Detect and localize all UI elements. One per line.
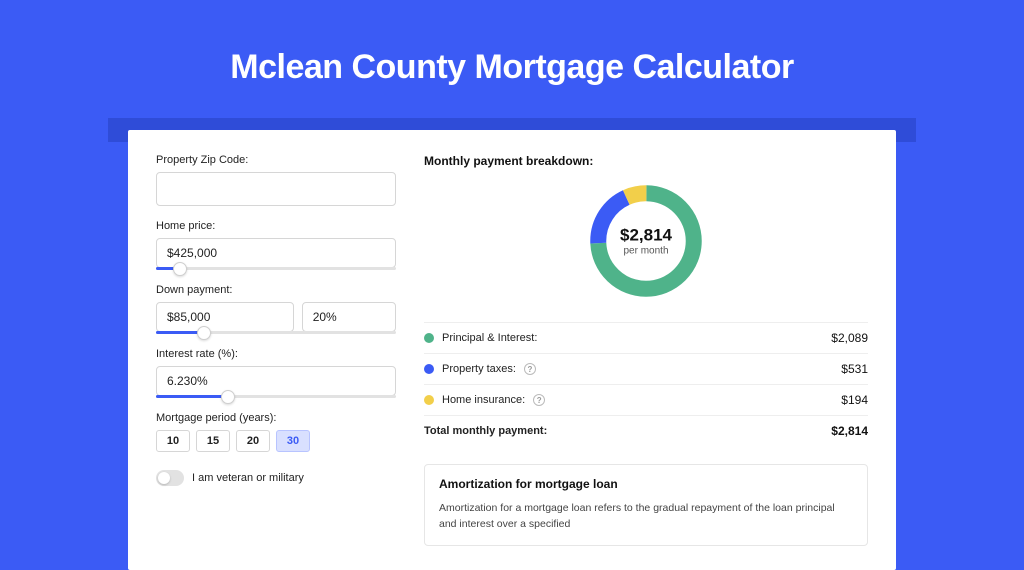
period-chip-20[interactable]: 20 xyxy=(236,430,270,452)
down-payment-label: Down payment: xyxy=(156,284,396,296)
page-title: Mclean County Mortgage Calculator xyxy=(0,0,1024,115)
breakdown-column: Monthly payment breakdown: $2,814 per mo… xyxy=(424,154,868,546)
inputs-column: Property Zip Code: Home price: Down paym… xyxy=(156,154,396,546)
home-price-slider[interactable] xyxy=(156,267,396,270)
legend-dot xyxy=(424,364,434,374)
breakdown-lines: Principal & Interest: $2,089 Property taxe… xyxy=(424,322,868,415)
period-chip-15[interactable]: 15 xyxy=(196,430,230,452)
breakdown-line: Home insurance:? $194 xyxy=(424,384,868,415)
home-price-slider-thumb[interactable] xyxy=(173,262,187,276)
veteran-label: I am veteran or military xyxy=(192,472,304,484)
total-line: Total monthly payment: $2,814 xyxy=(424,415,868,446)
home-price-label: Home price: xyxy=(156,220,396,232)
breakdown-line-left: Principal & Interest: xyxy=(424,332,537,344)
legend-dot xyxy=(424,333,434,343)
down-payment-slider-thumb[interactable] xyxy=(197,326,211,340)
breakdown-line-left: Property taxes:? xyxy=(424,363,536,375)
breakdown-line-label: Home insurance: xyxy=(442,394,525,406)
zip-input[interactable] xyxy=(156,172,396,206)
breakdown-line: Property taxes:? $531 xyxy=(424,353,868,384)
period-chip-10[interactable]: 10 xyxy=(156,430,190,452)
donut-center: $2,814 per month xyxy=(620,226,672,257)
amortization-title: Amortization for mortgage loan xyxy=(439,477,853,491)
zip-label: Property Zip Code: xyxy=(156,154,396,166)
home-price-input[interactable] xyxy=(156,238,396,268)
period-label: Mortgage period (years): xyxy=(156,412,396,424)
donut-value: $2,814 xyxy=(620,226,672,246)
calculator-card: Property Zip Code: Home price: Down paym… xyxy=(128,130,896,570)
breakdown-line-value: $531 xyxy=(841,362,868,376)
total-label: Total monthly payment: xyxy=(424,425,547,437)
veteran-row: I am veteran or military xyxy=(156,470,396,486)
zip-field: Property Zip Code: xyxy=(156,154,396,206)
breakdown-line-value: $194 xyxy=(841,393,868,407)
down-payment-slider[interactable] xyxy=(156,331,396,334)
period-row: 10 15 20 30 xyxy=(156,430,396,452)
veteran-toggle[interactable] xyxy=(156,470,184,486)
interest-rate-input[interactable] xyxy=(156,366,396,396)
down-payment-amount-input[interactable] xyxy=(156,302,294,332)
info-icon[interactable]: ? xyxy=(533,394,545,406)
veteran-toggle-knob xyxy=(158,472,170,484)
breakdown-line-value: $2,089 xyxy=(831,331,868,345)
breakdown-title: Monthly payment breakdown: xyxy=(424,154,868,168)
period-field: Mortgage period (years): 10 15 20 30 xyxy=(156,412,396,452)
amortization-box: Amortization for mortgage loan Amortizat… xyxy=(424,464,868,546)
breakdown-line: Principal & Interest: $2,089 xyxy=(424,322,868,353)
interest-rate-slider[interactable] xyxy=(156,395,396,398)
amortization-text: Amortization for a mortgage loan refers … xyxy=(439,501,853,533)
donut-sub: per month xyxy=(620,246,672,257)
interest-rate-slider-fill xyxy=(156,395,228,398)
breakdown-line-label: Principal & Interest: xyxy=(442,332,537,344)
breakdown-line-label: Property taxes: xyxy=(442,363,516,375)
home-price-field: Home price: xyxy=(156,220,396,270)
breakdown-line-left: Home insurance:? xyxy=(424,394,545,406)
donut-wrap: $2,814 per month xyxy=(424,178,868,304)
interest-rate-label: Interest rate (%): xyxy=(156,348,396,360)
interest-rate-field: Interest rate (%): xyxy=(156,348,396,398)
total-value: $2,814 xyxy=(831,424,868,438)
legend-dot xyxy=(424,395,434,405)
interest-rate-slider-thumb[interactable] xyxy=(221,390,235,404)
info-icon[interactable]: ? xyxy=(524,363,536,375)
payment-donut-chart: $2,814 per month xyxy=(583,178,709,304)
period-chip-30[interactable]: 30 xyxy=(276,430,310,452)
down-payment-field: Down payment: xyxy=(156,284,396,334)
down-payment-pct-input[interactable] xyxy=(302,302,396,332)
